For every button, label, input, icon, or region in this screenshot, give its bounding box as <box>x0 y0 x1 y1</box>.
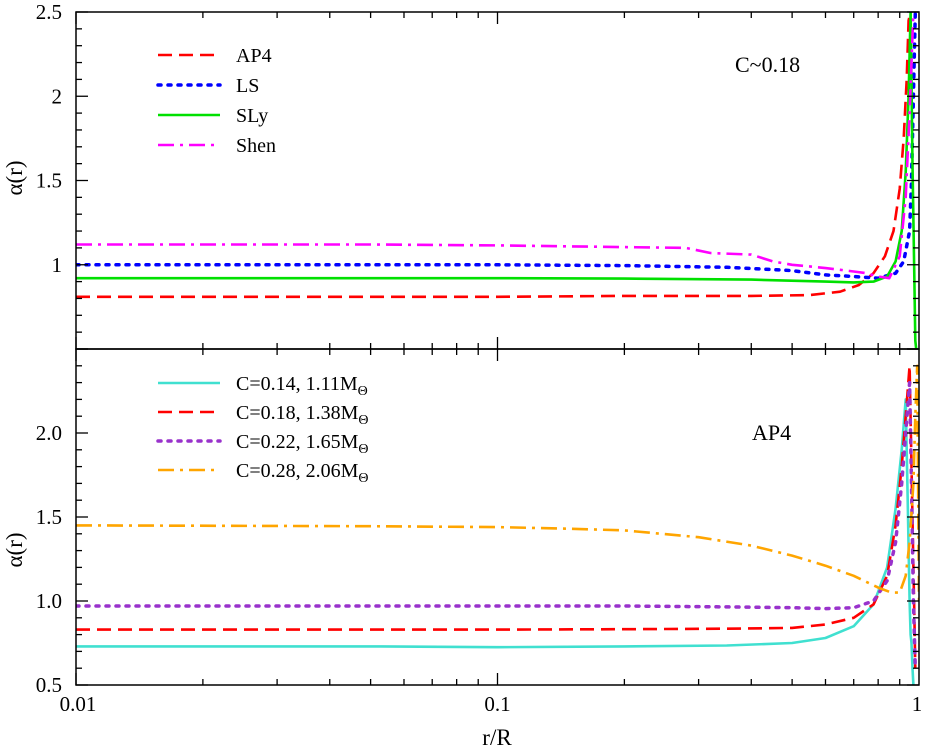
top-y-tick-label: 2 <box>52 84 63 108</box>
bot-legend-label-c-0-22-1-65m: C=0.22, 1.65MΘ <box>236 431 369 457</box>
top-legend-label-sly: SLy <box>236 105 268 127</box>
top-series-line-shen <box>76 12 915 280</box>
bottom-annotation: AP4 <box>752 420 791 445</box>
top-y-ticks: 1 1.5 2 2.5 <box>36 0 919 350</box>
top-series-group <box>76 12 918 349</box>
bot-series-line-c-0-22-1-65m <box>76 380 918 670</box>
bot-series-line-c-0-28-2-06m <box>76 364 919 602</box>
top-series-line-sly <box>76 12 918 349</box>
bot-x-tick-label: 0.1 <box>484 692 510 716</box>
bottom-legend: C=0.14, 1.11MΘ C=0.18, 1.38MΘ C=0.22, 1.65… <box>156 373 369 486</box>
bot-legend-label-c-0-18-1-38m: C=0.18, 1.38MΘ <box>236 402 369 428</box>
top-panel: 1 1.5 2 2.5 AP4 LS SLy Shen C~0.18 α(r) <box>2 0 919 350</box>
bottom-plot-frame <box>75 348 920 686</box>
top-y-tick-label: 1.5 <box>36 169 62 193</box>
top-series-line-ls <box>76 12 918 280</box>
top-legend-label-ls: LS <box>236 75 259 97</box>
bot-y-tick-label: 0.5 <box>36 673 62 697</box>
top-legend: AP4 LS SLy Shen <box>156 45 276 157</box>
bottom-y-axis-label: α(r) <box>2 532 27 567</box>
bot-legend-label-c-0-14-1-11m: C=0.14, 1.11MΘ <box>236 373 368 399</box>
bottom-x-ticks: 0.01 0.1 1 <box>60 349 923 716</box>
top-y-tick-label: 2.5 <box>36 0 62 24</box>
bot-y-tick-label: 1.0 <box>36 589 62 613</box>
top-x-ticks <box>75 12 901 349</box>
top-series-line-ap4 <box>76 12 912 299</box>
bot-y-tick-label: 1.5 <box>36 505 62 529</box>
bottom-panel: 0.51.01.52.0 0.01 0.1 1 C=0.14, 1.11MΘC=0.… <box>2 348 923 749</box>
bot-series-line-c-0-14-1-11m <box>76 398 915 685</box>
top-y-axis-label: α(r) <box>2 160 27 195</box>
top-y-tick-label: 1 <box>52 253 63 277</box>
bot-x-tick-label: 0.01 <box>60 692 97 716</box>
bot-x-tick-label: 1 <box>912 692 923 716</box>
bottom-series-group <box>76 364 919 685</box>
bot-legend-label-c-0-28-2-06m: C=0.28, 2.06MΘ <box>236 460 369 486</box>
bottom-y-ticks: 0.5 1.0 1.5 2.0 <box>36 348 919 697</box>
bot-y-tick-label: 2.0 <box>36 421 62 445</box>
x-axis-label: r/R <box>482 725 512 749</box>
top-annotation: C~0.18 <box>735 52 800 77</box>
top-legend-label-shen: Shen <box>236 135 276 157</box>
top-legend-label-ap4: AP4 <box>236 45 272 67</box>
